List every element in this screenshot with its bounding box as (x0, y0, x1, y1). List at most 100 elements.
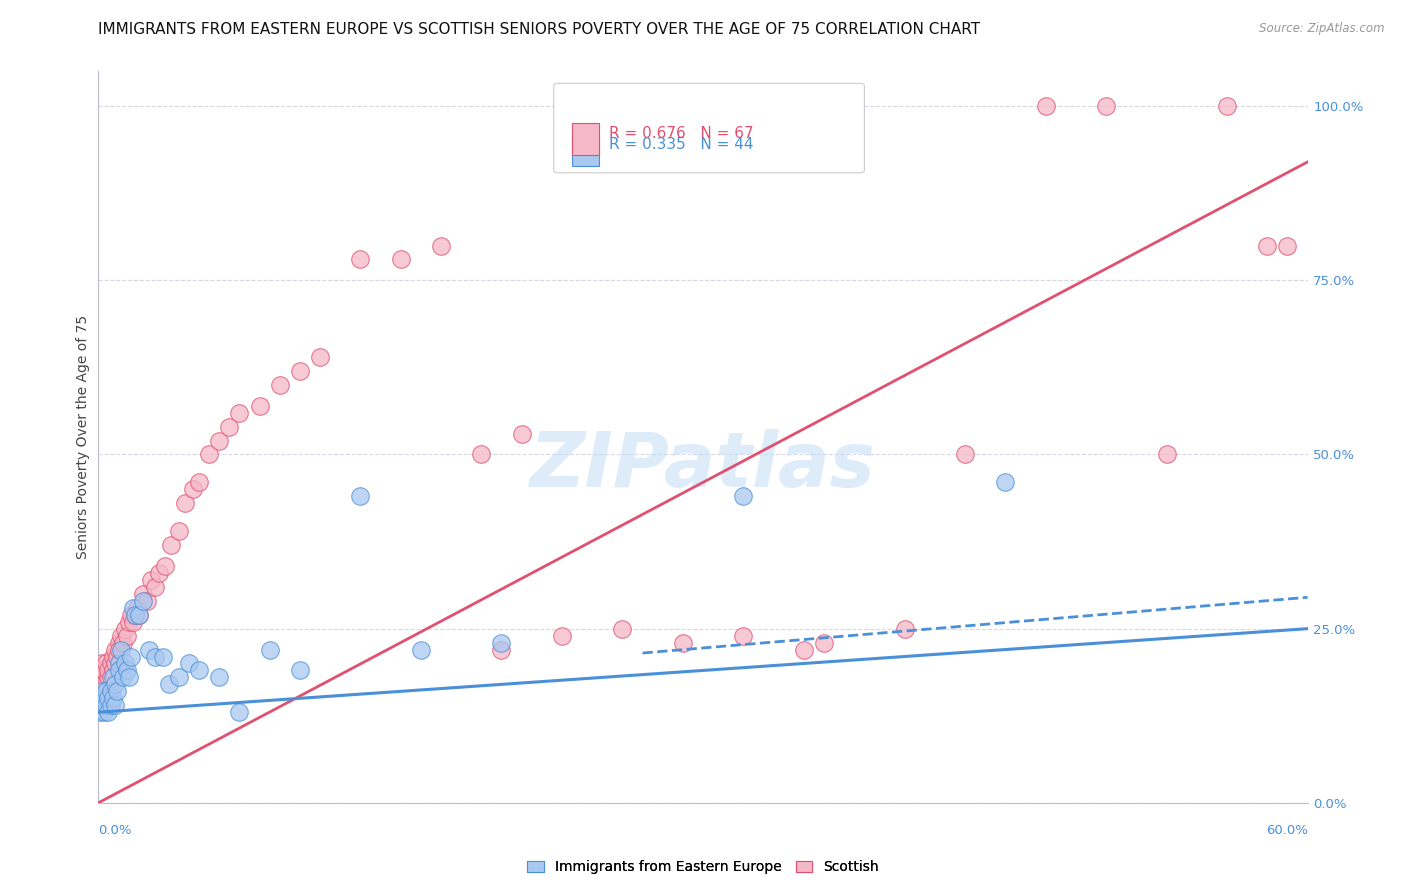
Point (132, 594, 155, 608)
Point (1277, 238, 1299, 252)
Point (89, 705, 111, 719)
Point (249, 399, 271, 413)
Text: 0.0%: 0.0% (98, 824, 132, 837)
Point (110, 629, 132, 643)
Point (259, 642, 281, 657)
Point (1256, 238, 1278, 252)
Point (93, 677, 115, 691)
Point (97, 664, 120, 678)
Point (101, 649, 124, 664)
Point (120, 607, 142, 622)
Text: R = 0.676   N = 67: R = 0.676 N = 67 (609, 126, 754, 141)
Point (179, 657, 201, 671)
Point (470, 448, 492, 462)
Y-axis label: Seniors Poverty Over the Age of 75: Seniors Poverty Over the Age of 75 (76, 315, 90, 559)
Point (733, 629, 755, 643)
Point (103, 677, 125, 691)
Point (105, 684, 128, 698)
Point (152, 649, 174, 664)
Point (198, 448, 221, 462)
Point (288, 364, 311, 378)
Point (103, 657, 125, 671)
Point (97, 705, 120, 719)
Point (125, 600, 148, 615)
Point (349, 489, 371, 503)
Point (111, 670, 134, 684)
Point (1035, 99, 1057, 113)
Point (733, 489, 755, 503)
Point (135, 594, 157, 608)
Point (97, 691, 120, 706)
Point (218, 419, 240, 434)
Point (1216, 99, 1239, 113)
Point (143, 649, 166, 664)
Point (157, 677, 180, 691)
Point (115, 664, 138, 678)
Point (132, 587, 155, 601)
Point (672, 635, 695, 649)
Point (491, 642, 513, 657)
Point (612, 622, 634, 636)
Point (893, 622, 915, 636)
Point (124, 607, 146, 622)
Point (114, 657, 136, 671)
Point (100, 684, 122, 698)
Point (93, 705, 115, 719)
Point (1095, 99, 1118, 113)
Point (138, 642, 160, 657)
Text: 60.0%: 60.0% (1265, 824, 1308, 837)
Point (107, 664, 129, 678)
Point (128, 607, 150, 622)
Point (121, 615, 143, 629)
Point (107, 635, 129, 649)
Point (121, 600, 143, 615)
Point (953, 448, 976, 462)
Point (124, 607, 146, 622)
Point (994, 475, 1017, 490)
Point (101, 691, 124, 706)
Point (114, 622, 136, 636)
Point (389, 252, 412, 267)
Point (103, 642, 125, 657)
Point (409, 642, 432, 657)
Point (110, 642, 132, 657)
Text: ZIPatlas: ZIPatlas (530, 429, 876, 503)
Point (167, 670, 190, 684)
Point (491, 635, 513, 649)
Point (188, 664, 211, 678)
Point (181, 483, 204, 497)
Point (551, 629, 574, 643)
Point (430, 238, 453, 252)
Point (118, 615, 141, 629)
Point (208, 670, 231, 684)
Point (100, 657, 122, 671)
Point (139, 573, 162, 587)
Point (793, 642, 815, 657)
Point (167, 524, 190, 538)
Point (269, 377, 291, 392)
Point (91, 657, 114, 671)
Point (208, 434, 231, 448)
Point (228, 705, 250, 719)
Point (96, 677, 118, 691)
Point (100, 670, 122, 684)
Point (160, 538, 183, 552)
Text: Source: ZipAtlas.com: Source: ZipAtlas.com (1260, 22, 1385, 36)
Point (103, 698, 125, 713)
Point (101, 670, 124, 684)
Point (153, 558, 176, 573)
Point (813, 635, 835, 649)
Point (97, 670, 120, 684)
Text: IMMIGRANTS FROM EASTERN EUROPE VS SCOTTISH SENIORS POVERTY OVER THE AGE OF 75 CO: IMMIGRANTS FROM EASTERN EUROPE VS SCOTTI… (98, 22, 980, 37)
Point (93, 664, 115, 678)
Point (148, 566, 170, 580)
Text: R = 0.335   N = 44: R = 0.335 N = 44 (609, 136, 754, 152)
Point (115, 629, 138, 643)
Point (93, 691, 115, 706)
Point (128, 607, 150, 622)
Point (96, 698, 118, 713)
Point (96, 657, 118, 671)
Point (91, 698, 114, 713)
Point (1156, 448, 1178, 462)
Point (100, 698, 122, 713)
